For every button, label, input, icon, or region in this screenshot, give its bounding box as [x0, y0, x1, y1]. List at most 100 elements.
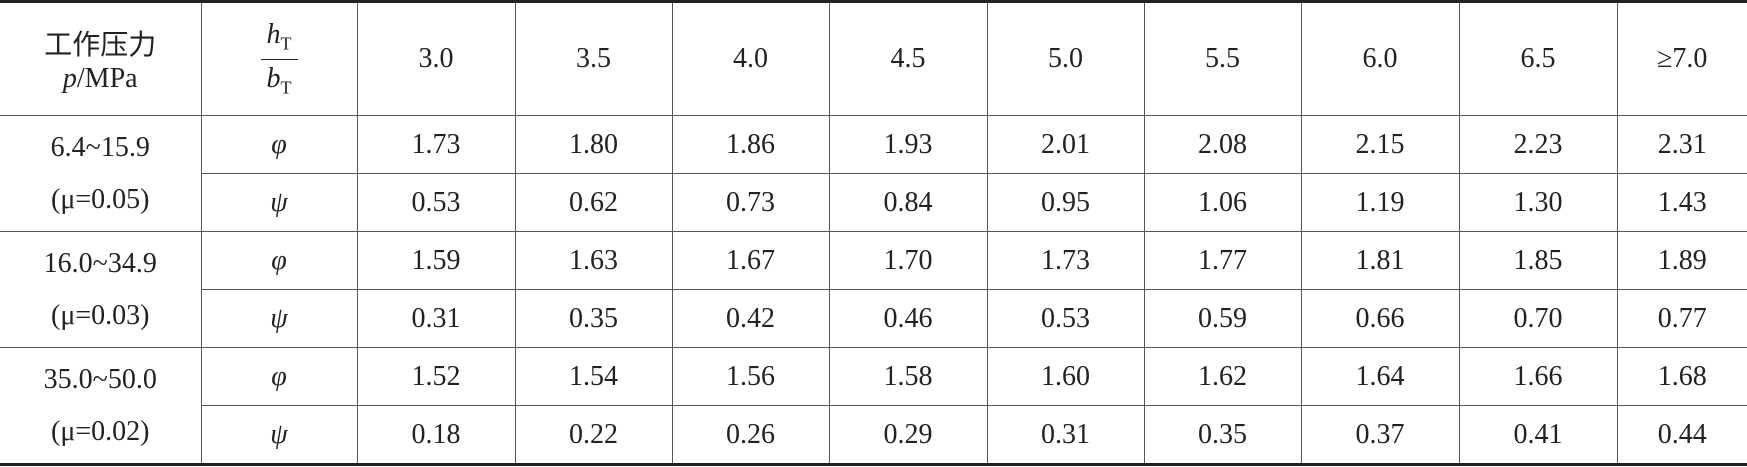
data-row: 16.0~34.9 (μ=0.03) φ 1.59 1.63 1.67 1.70 1.73 1.… — [0, 231, 1747, 348]
value-cell: 0.42 — [671, 289, 830, 348]
value-cell: 2.23 — [1458, 115, 1618, 174]
value-cell: 0.66 — [1300, 289, 1460, 348]
value-cell: 0.62 — [514, 173, 673, 232]
data-row: 6.4~15.9 (μ=0.05) φ 1.73 1.80 1.86 1.93 2.01 2.0… — [0, 115, 1747, 232]
value-cell: 0.46 — [828, 289, 988, 348]
value-cell: 1.77 — [1143, 231, 1302, 290]
value-cell: 2.01 — [986, 115, 1145, 174]
value-cell: 0.53 — [986, 289, 1145, 348]
value-cell: 1.67 — [671, 231, 830, 290]
value-cell: 1.30 — [1458, 173, 1618, 232]
value-cell: 0.31 — [356, 289, 516, 348]
value-cell: 0.95 — [986, 173, 1145, 232]
data-row: ψ 0.31 0.35 0.42 0.46 0.53 0.59 0.66 0.70 0.77 — [0, 289, 1747, 348]
data-row: ψ 0.53 0.62 0.73 0.84 0.95 1.06 1.19 1.30 1.43 — [0, 173, 1747, 232]
coefficient-symbol: φ — [200, 347, 358, 406]
value-cell: 0.70 — [1458, 289, 1618, 348]
pressure-range-cell: 6.4~15.9 (μ=0.05) — [0, 115, 202, 232]
ratio-denominator: bT — [261, 60, 298, 98]
coefficient-symbol: φ — [200, 231, 358, 290]
pressure-header: 工作压力 p/MPa — [0, 1, 202, 116]
value-cell: 0.26 — [671, 405, 830, 465]
value-cell: 1.64 — [1300, 347, 1460, 406]
data-row: ψ 0.18 0.22 0.26 0.29 0.31 0.35 0.37 0.41 0.44 — [0, 405, 1747, 465]
pressure-label: 工作压力 — [44, 30, 157, 61]
column-header: 3.0 — [356, 1, 516, 116]
value-cell: 1.73 — [986, 231, 1145, 290]
value-cell: 0.41 — [1458, 405, 1618, 465]
data-row: 35.0~50.0 (μ=0.02) φ 1.52 1.54 1.56 1.58 1.60 1.… — [0, 347, 1747, 465]
value-cell: 2.15 — [1300, 115, 1460, 174]
condition: (μ=0.05) — [51, 183, 150, 215]
column-header: 5.0 — [986, 1, 1145, 116]
value-cell: 1.59 — [356, 231, 516, 290]
coefficient-symbol: ψ — [201, 405, 358, 465]
value-cell: 0.35 — [514, 289, 673, 348]
value-cell: 1.62 — [1143, 347, 1302, 406]
numerator-symbol: h — [266, 19, 281, 51]
pressure-range-cell: 16.0~34.9 (μ=0.03) — [0, 231, 202, 348]
value-cell: 1.43 — [1616, 173, 1747, 232]
value-cell: 1.66 — [1458, 347, 1618, 406]
pressure-unit: p/MPa — [0, 63, 201, 95]
column-header: 4.5 — [828, 1, 988, 116]
value-cell: 1.93 — [828, 115, 988, 174]
ratio-numerator: hT — [260, 19, 298, 60]
value-cell: 0.35 — [1143, 405, 1302, 465]
value-cell: 1.58 — [828, 347, 988, 406]
unit: /MPa — [76, 63, 138, 94]
value-cell: 1.80 — [514, 115, 673, 174]
value-cell: 1.73 — [356, 115, 516, 174]
unit-symbol: p — [62, 63, 77, 94]
value-cell: 1.60 — [986, 347, 1145, 406]
value-cell: 0.44 — [1616, 405, 1747, 465]
value-cell: 0.18 — [356, 405, 516, 465]
value-cell: 1.89 — [1616, 231, 1747, 290]
condition: (μ=0.02) — [51, 415, 150, 447]
denominator-subscript: T — [280, 77, 292, 98]
column-header: 5.5 — [1143, 1, 1302, 116]
column-header: 3.5 — [514, 1, 673, 116]
value-cell: 1.52 — [356, 347, 516, 406]
column-header: 6.5 — [1458, 1, 1618, 116]
value-cell: 0.37 — [1300, 405, 1460, 465]
value-cell: 0.59 — [1143, 289, 1302, 348]
value-cell: 0.29 — [828, 405, 988, 465]
value-cell: 1.81 — [1300, 231, 1460, 290]
coefficient-symbol: ψ — [201, 173, 358, 232]
value-cell: 0.22 — [514, 405, 673, 465]
pressure-range: 16.0~34.9 — [43, 247, 157, 279]
column-header: 4.0 — [671, 1, 830, 116]
value-cell: 1.70 — [828, 231, 988, 290]
value-cell: 0.77 — [1616, 289, 1747, 348]
condition: (μ=0.03) — [51, 299, 150, 331]
value-cell: 1.56 — [671, 347, 830, 406]
value-cell: 1.19 — [1300, 173, 1460, 232]
numerator-subscript: T — [280, 33, 292, 54]
value-cell: 2.31 — [1616, 115, 1747, 174]
column-header: 6.0 — [1300, 1, 1460, 116]
value-cell: 2.08 — [1143, 115, 1302, 174]
pressure-range: 35.0~50.0 — [43, 363, 157, 395]
header-row: 工作压力 p/MPa hT bT 3.0 3.5 4.0 4.5 5.0 5.5 6.0 6.… — [0, 1, 1747, 116]
value-cell: 0.53 — [356, 173, 516, 232]
ratio-fraction: hT bT — [260, 19, 298, 98]
pressure-range: 6.4~15.9 — [50, 131, 150, 163]
value-cell: 1.85 — [1458, 231, 1618, 290]
value-cell: 0.73 — [671, 173, 830, 232]
denominator-symbol: b — [266, 62, 281, 94]
ratio-header: hT bT — [200, 1, 358, 116]
value-cell: 1.63 — [514, 231, 673, 290]
coefficient-symbol: ψ — [201, 289, 358, 348]
value-cell: 1.54 — [514, 347, 673, 406]
value-cell: 0.31 — [986, 405, 1145, 465]
value-cell: 1.06 — [1143, 173, 1302, 232]
column-header: ≥7.0 — [1616, 1, 1747, 116]
value-cell: 0.84 — [828, 173, 988, 232]
value-cell: 1.86 — [671, 115, 830, 174]
value-cell: 1.68 — [1616, 347, 1747, 406]
pressure-range-cell: 35.0~50.0 (μ=0.02) — [0, 347, 202, 465]
